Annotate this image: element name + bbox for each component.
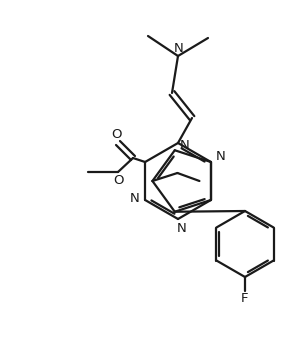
Text: N: N [180, 139, 190, 152]
Text: F: F [241, 293, 249, 305]
Text: N: N [130, 192, 140, 204]
Text: N: N [216, 151, 226, 163]
Text: O: O [112, 129, 122, 141]
Text: O: O [114, 173, 124, 187]
Text: N: N [177, 222, 187, 236]
Text: N: N [174, 42, 184, 56]
